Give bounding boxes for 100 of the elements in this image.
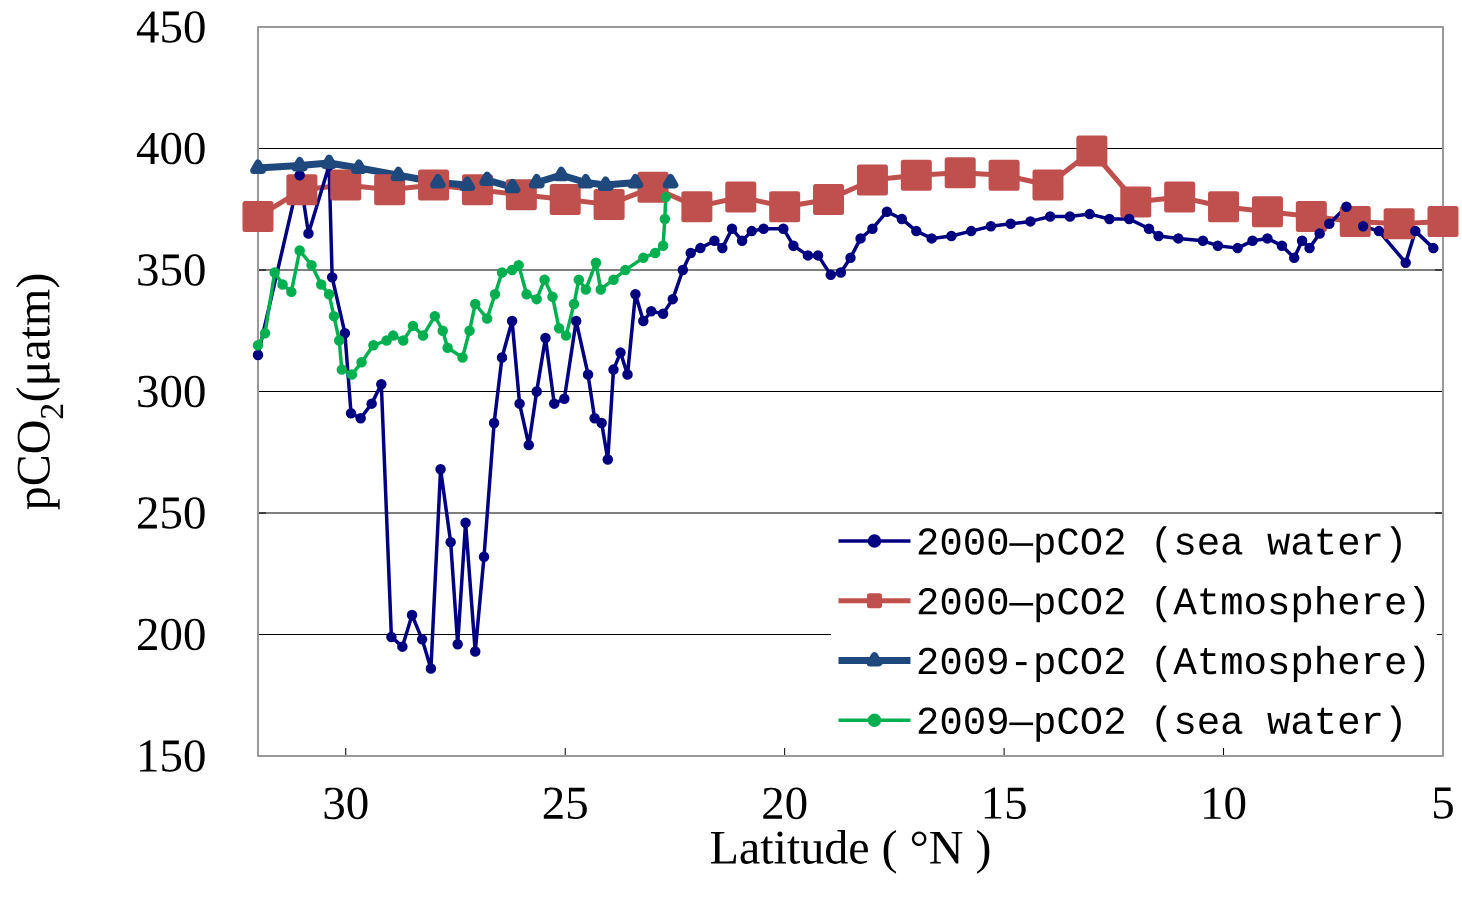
y-tick-label: 300 xyxy=(138,375,205,408)
point xyxy=(368,340,379,351)
point xyxy=(660,191,671,203)
legend-label: 2000—pCO2 (Atmosphere) xyxy=(918,585,1425,623)
point xyxy=(1251,196,1283,228)
point xyxy=(242,201,274,233)
point xyxy=(521,289,532,300)
point xyxy=(323,289,335,300)
x-tick-label: 25 xyxy=(543,787,587,820)
point xyxy=(1032,169,1064,201)
point xyxy=(1164,181,1196,213)
point xyxy=(659,213,671,225)
point xyxy=(269,267,280,278)
point xyxy=(528,174,545,189)
point xyxy=(1427,205,1459,237)
point xyxy=(336,364,348,375)
y-tick-label: 150 xyxy=(140,740,205,772)
legend-label: 2009-pCO2 (Atmosphere) xyxy=(918,645,1425,683)
point xyxy=(944,157,976,189)
point xyxy=(294,245,305,256)
point xyxy=(306,259,317,271)
point xyxy=(286,174,318,206)
point xyxy=(259,327,271,339)
point xyxy=(568,298,580,310)
point xyxy=(590,257,602,268)
point xyxy=(333,335,345,346)
point xyxy=(489,289,501,300)
point xyxy=(578,174,594,189)
point xyxy=(549,184,581,216)
point xyxy=(442,342,453,353)
point xyxy=(1383,208,1415,240)
point xyxy=(330,169,362,201)
x-tick-label: 15 xyxy=(984,787,1026,819)
point xyxy=(580,284,592,295)
point xyxy=(464,325,475,336)
point xyxy=(407,320,419,332)
point xyxy=(539,274,550,285)
point xyxy=(457,352,468,363)
point xyxy=(459,176,476,191)
y-tick-label: 400 xyxy=(136,132,205,165)
point xyxy=(479,171,495,187)
x-axis-title: Latitude ( °N ) xyxy=(710,830,990,874)
point xyxy=(1295,201,1327,233)
y-tick-label: 450 xyxy=(136,11,205,43)
point xyxy=(608,274,619,285)
y-tick-label: 250 xyxy=(138,497,205,529)
point xyxy=(437,325,449,336)
point xyxy=(900,159,932,191)
point xyxy=(429,310,441,322)
point xyxy=(387,330,399,341)
point xyxy=(356,357,367,368)
point xyxy=(286,286,297,298)
point xyxy=(595,284,607,295)
x-tick-label: 30 xyxy=(324,787,368,820)
point xyxy=(553,323,565,334)
point xyxy=(250,159,266,174)
point xyxy=(381,335,392,346)
point xyxy=(681,191,713,223)
point xyxy=(856,164,888,196)
point xyxy=(346,369,358,380)
point xyxy=(351,159,367,174)
point xyxy=(657,240,669,251)
point xyxy=(593,188,625,220)
point xyxy=(430,174,446,189)
point xyxy=(481,313,493,324)
point xyxy=(573,274,585,285)
point xyxy=(291,157,308,172)
legend-label: 2000—pCO2 (sea water) xyxy=(918,526,1401,563)
point xyxy=(1076,135,1108,167)
point xyxy=(649,247,661,259)
point xyxy=(315,279,327,290)
point xyxy=(725,181,757,213)
point xyxy=(560,330,572,341)
point xyxy=(513,259,524,271)
point xyxy=(390,166,407,182)
x-tick-label: 5 xyxy=(1433,787,1453,819)
point xyxy=(620,264,631,276)
point xyxy=(988,159,1020,191)
point xyxy=(662,174,679,189)
point xyxy=(547,291,558,302)
y-tick-label: 200 xyxy=(138,618,205,651)
point xyxy=(398,335,409,346)
point xyxy=(504,178,521,194)
point xyxy=(252,340,264,351)
point xyxy=(374,174,406,206)
point xyxy=(769,191,801,223)
x-tick-label: 20 xyxy=(763,787,807,820)
point xyxy=(506,264,518,276)
point xyxy=(469,298,481,310)
point xyxy=(1208,191,1240,223)
point xyxy=(496,267,508,278)
point xyxy=(1120,186,1152,218)
point xyxy=(417,330,429,341)
point xyxy=(328,310,340,322)
point xyxy=(277,279,288,290)
y-axis-title: pCO$_{2}$(μatm) xyxy=(16,274,64,510)
legend-label: 2009—pCO2 (sea water) xyxy=(918,705,1401,742)
point xyxy=(553,166,570,182)
point xyxy=(627,174,644,189)
point xyxy=(531,293,542,305)
